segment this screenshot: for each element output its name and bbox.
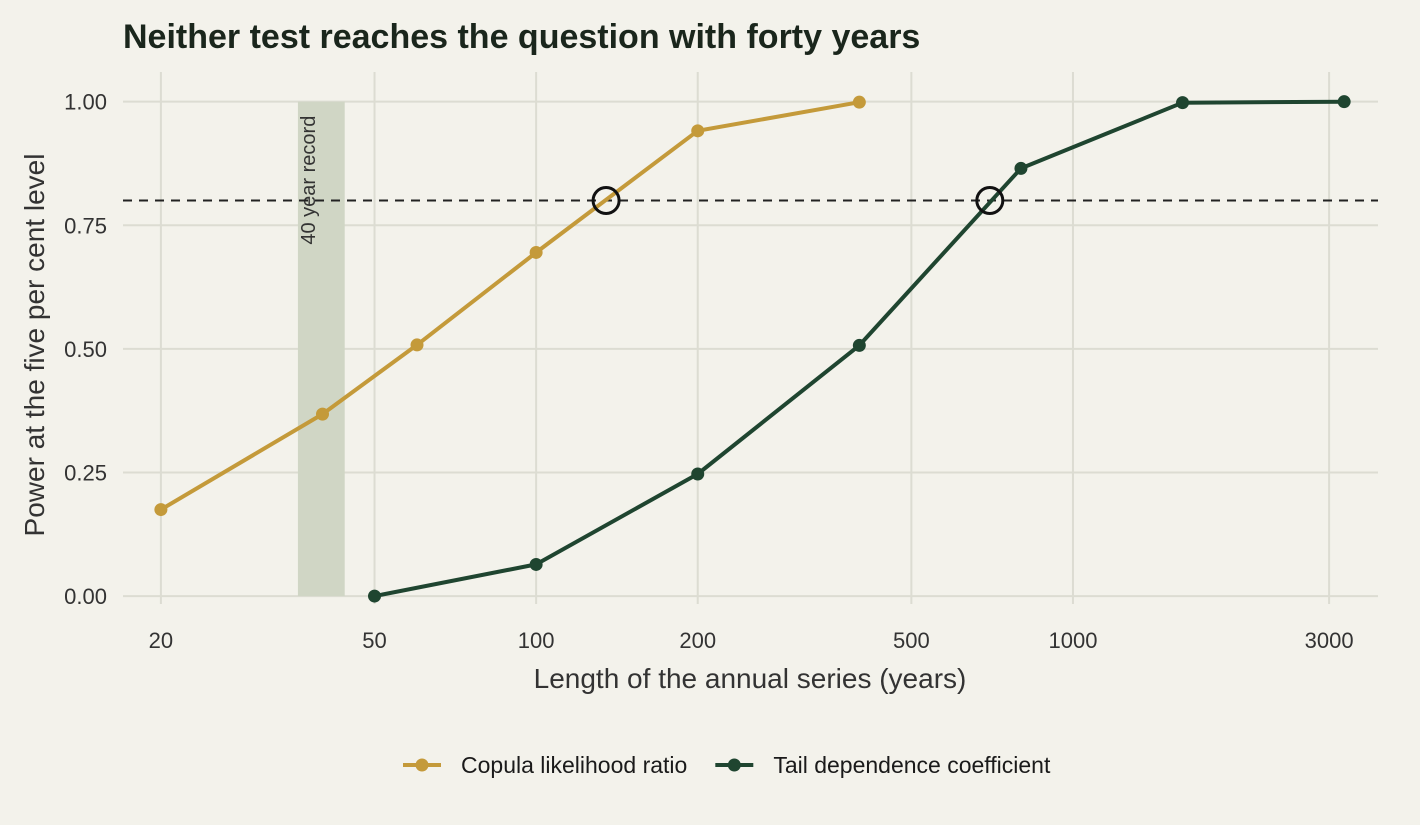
x-tick-label: 200	[679, 628, 716, 653]
series-point-1	[315, 407, 329, 421]
crossing-markers	[591, 186, 1005, 216]
series-point-2	[852, 338, 866, 352]
y-axis-label: Power at the five per cent level	[19, 154, 50, 537]
record-band-rect	[297, 101, 345, 597]
crossing-marker	[975, 186, 1005, 216]
series-point-2	[368, 589, 382, 603]
record-band-label: 40 year record	[298, 116, 320, 245]
series-point-2	[529, 557, 543, 571]
series-point-1	[852, 95, 866, 109]
crossing-marker	[591, 186, 621, 216]
series-point-2	[691, 467, 705, 481]
series-line-1	[159, 100, 860, 512]
legend: Copula likelihood ratio Tail dependence c…	[403, 752, 1051, 778]
chart-title: Neither test reaches the question with f…	[123, 18, 920, 56]
legend-label: Tail dependence coefficient	[773, 752, 1051, 778]
x-tick-label: 50	[362, 628, 386, 653]
series-point-1	[529, 245, 543, 259]
series-point-2	[1337, 95, 1351, 109]
x-axis-label: Length of the annual series (years)	[534, 663, 967, 694]
y-tick-label: 0.75	[64, 213, 107, 238]
y-tick-label: 0.00	[64, 584, 107, 609]
x-tick-label: 3000	[1305, 628, 1354, 653]
y-tick-label: 1.00	[64, 90, 107, 115]
series-point-1	[691, 124, 705, 138]
legend-key-point	[415, 758, 429, 772]
y-tick-label: 0.50	[64, 337, 107, 362]
legend-key-point	[727, 758, 741, 772]
series-point-2	[1014, 161, 1028, 175]
y-tick-label: 0.25	[64, 460, 107, 485]
legend-label: Copula likelihood ratio	[461, 752, 687, 778]
series-point-2	[1176, 96, 1190, 110]
x-tick-label: 100	[518, 628, 555, 653]
x-tick-label: 1000	[1048, 628, 1097, 653]
series-point-1	[154, 503, 168, 517]
x-tick-label: 20	[149, 628, 173, 653]
x-tick-label: 500	[893, 628, 930, 653]
series-point-1	[410, 338, 424, 352]
series-lines	[154, 95, 1351, 603]
record-band: 40 year record	[297, 101, 345, 597]
tick-labels: 0.00 0.25 0.50 0.75 1.00 20 50 100 200 500 1000 300…	[64, 90, 1353, 653]
